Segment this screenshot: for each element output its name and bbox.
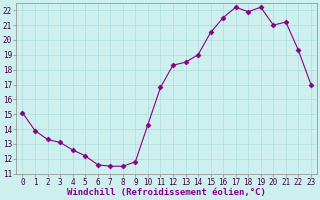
X-axis label: Windchill (Refroidissement éolien,°C): Windchill (Refroidissement éolien,°C) [67, 188, 266, 197]
